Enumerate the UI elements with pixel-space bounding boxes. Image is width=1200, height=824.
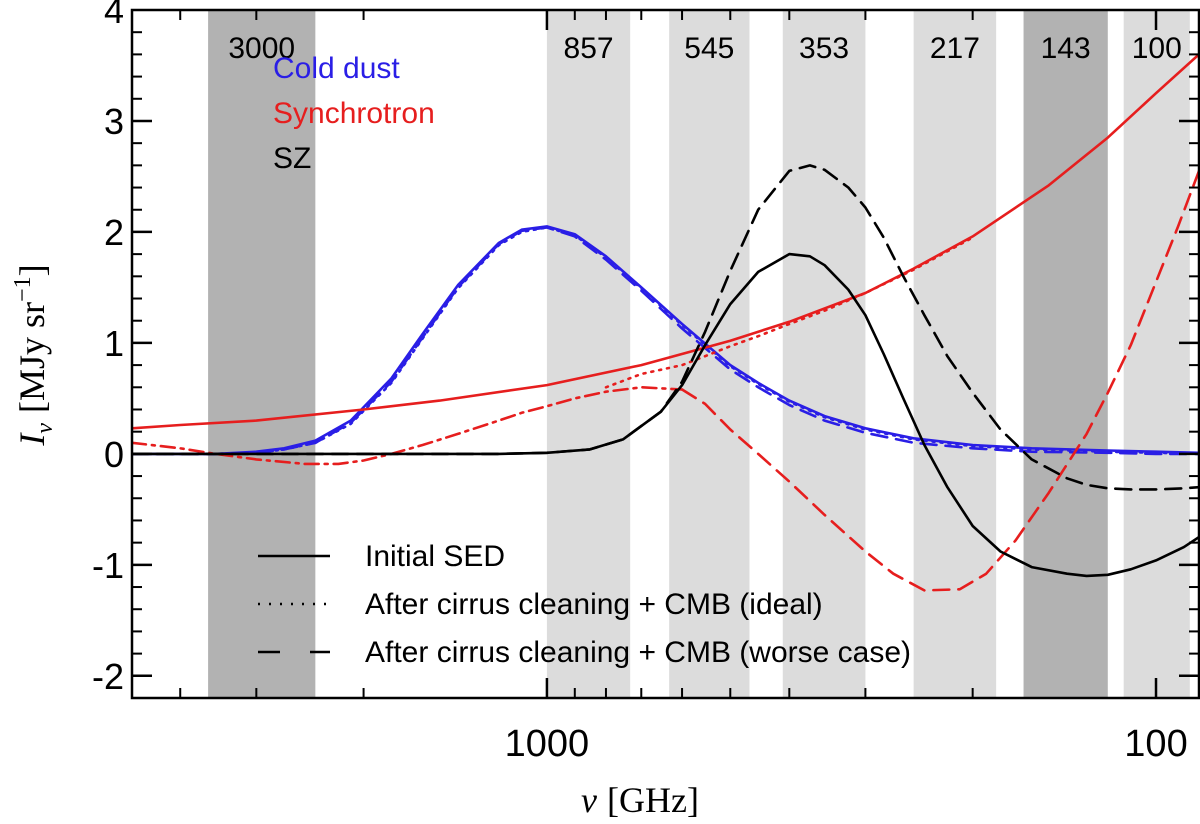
frequency-bands [208,10,1190,698]
x-axis-unit: [GHz] [607,780,699,820]
x-axis-label: ν [GHz] [581,780,699,820]
band-3000 [208,10,316,698]
y-tick-label-1: 1 [104,323,124,364]
y-axis-subscript: ν [32,423,58,434]
y-tick-label-minus-2: -2 [92,656,124,697]
band-label-857: 857 [564,32,614,65]
band-labels: 3000 857 545 353 217 143 100 [228,32,1181,65]
y-axis-unit: [MJy sr [12,302,52,413]
data-series [132,53,1199,592]
y-axis-label: Iν [MJy sr−1] [10,264,58,446]
y-tick-label-minus-1: -1 [92,545,124,586]
y-tick-label-0: 0 [104,434,124,475]
series-sz-worse-case [132,164,1199,491]
series-synchrotron-initial [132,53,1199,430]
series-synchrotron-ideal [604,236,975,389]
legend-label-solid: Initial SED [365,540,505,573]
band-label-217: 217 [930,32,980,65]
tick-labels: 1000 100 -2 -1 0 1 2 3 4 [92,0,1188,765]
legend-label-dotted: After cirrus cleaning + CMB (ideal) [365,588,823,621]
x-tick-label-1000: 1000 [505,723,590,765]
plot-frame [130,8,1200,700]
y-axis-symbol: I [12,432,52,447]
series-synchrotron-worse-case [680,169,1199,592]
band-143 [1023,10,1108,698]
axes [130,8,1200,700]
y-axis-unit-exponent: −1 [10,276,36,302]
band-217 [913,10,997,698]
band-label-143: 143 [1041,32,1091,65]
band-label-353: 353 [799,32,849,65]
y-tick-label-2: 2 [104,212,124,253]
component-labels: Cold dust Synchrotron SZ [273,52,435,175]
component-label-sz: SZ [273,142,311,175]
band-label-3000: 3000 [228,32,295,65]
band-857 [546,10,631,698]
series-synchrotron-dash-dot [132,385,684,466]
band-353 [782,10,866,698]
band-label-100: 100 [1132,32,1182,65]
legend-label-dashed: After cirrus cleaning + CMB (worse case) [365,636,911,669]
component-label-synchrotron: Synchrotron [273,97,435,130]
x-tick-label-100: 100 [1124,723,1187,765]
series-cold-dust-ideal [132,226,1199,456]
y-tick-label-3: 3 [104,101,124,142]
y-tick-label-4: 4 [104,0,124,31]
series-cold-dust-worse-case [132,226,1199,456]
legend: Initial SED After cirrus cleaning + CMB (… [258,540,911,669]
band-100 [1123,10,1190,698]
band-label-545: 545 [684,32,734,65]
component-label-cold-dust: Cold dust [273,52,400,85]
y-axis-unit-close: ] [12,264,52,276]
x-axis-symbol: ν [581,780,597,820]
